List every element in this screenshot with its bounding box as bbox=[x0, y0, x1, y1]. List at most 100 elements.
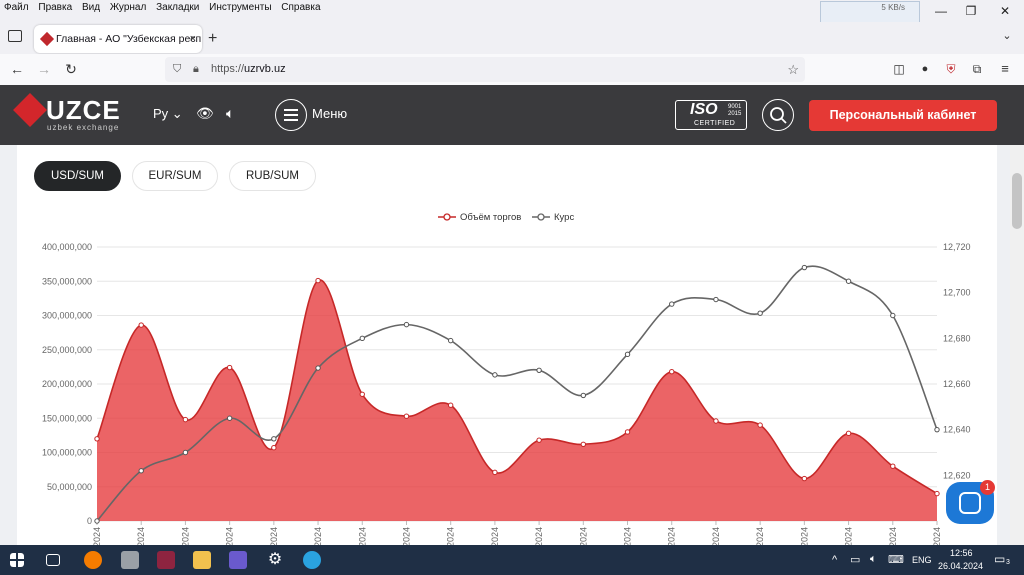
tab-usd-sum[interactable]: USD/SUM bbox=[34, 161, 121, 191]
y-right-tick-label: 12,700 bbox=[943, 288, 971, 298]
rate-point bbox=[315, 365, 321, 371]
new-tab-button[interactable]: + bbox=[208, 30, 218, 47]
rate-point bbox=[492, 372, 498, 378]
tab-list-icon[interactable] bbox=[8, 30, 22, 42]
uzce-logo-icon bbox=[13, 93, 47, 127]
volume-point bbox=[536, 437, 542, 443]
nav-bar: ← → ↻ ⛉ 🔒︎ https://uzrvb.uz ☆ ◫ ● ⛨ ⧉ ≡ bbox=[0, 54, 1024, 85]
y-left-tick-label: 250,000,000 bbox=[42, 345, 92, 355]
y-right-tick-label: 12,640 bbox=[943, 425, 971, 435]
volume-point bbox=[403, 413, 410, 419]
rate-point bbox=[669, 301, 675, 307]
rate-point bbox=[580, 392, 587, 399]
save-taskbar-icon[interactable] bbox=[229, 551, 247, 569]
menu-edit[interactable]: Правка bbox=[38, 2, 73, 13]
site-logo[interactable]: UZCE bbox=[46, 95, 121, 125]
back-button[interactable]: ← bbox=[10, 61, 24, 77]
settings-gear-icon[interactable]: ⚙ bbox=[267, 551, 283, 568]
rate-point bbox=[713, 296, 719, 303]
network-speed-text: 5 KB/s bbox=[881, 3, 905, 12]
telegram-taskbar-icon[interactable] bbox=[303, 551, 321, 569]
page-scrollbar[interactable] bbox=[1010, 145, 1024, 545]
shield-icon[interactable]: ⛉ bbox=[173, 63, 182, 75]
y-left-tick-label: 50,000,000 bbox=[47, 482, 92, 492]
ublock-icon[interactable]: ⛨ bbox=[946, 62, 956, 76]
volume-point bbox=[890, 463, 896, 469]
rate-point bbox=[182, 449, 189, 456]
rate-point bbox=[536, 367, 542, 374]
lock-icon[interactable]: 🔒︎ bbox=[193, 63, 199, 75]
volume-point bbox=[845, 430, 852, 437]
speaker-icon[interactable]: 🔈︎ bbox=[226, 105, 235, 121]
menu-button[interactable] bbox=[275, 99, 307, 131]
volume-point bbox=[492, 469, 498, 476]
x-tick-label: 2024 bbox=[623, 527, 633, 545]
rate-point bbox=[94, 518, 100, 524]
notification-icon[interactable]: ▭ bbox=[994, 552, 1006, 566]
pocket-icon[interactable]: ◫ bbox=[893, 62, 905, 76]
menu-history[interactable]: Журнал bbox=[109, 2, 147, 13]
tray-time[interactable]: 12:56 bbox=[950, 548, 973, 558]
tab-close-icon[interactable]: × bbox=[189, 33, 196, 45]
chevron-down-icon: ⌄ bbox=[171, 106, 183, 121]
address-bar[interactable]: ⛉ 🔒︎ https://uzrvb.uz ☆ bbox=[165, 57, 805, 82]
rate-point bbox=[890, 312, 896, 319]
x-tick-label: 2024 bbox=[269, 527, 279, 545]
extensions-icon[interactable]: ⧉ bbox=[972, 62, 982, 76]
tray-volume-icon[interactable]: 🔈︎ bbox=[870, 553, 877, 565]
menu-label[interactable]: Меню bbox=[312, 106, 348, 121]
rate-point bbox=[934, 426, 940, 433]
language-select[interactable]: Ру ⌄ bbox=[153, 106, 183, 122]
personal-cabinet-button[interactable]: Персональный кабинет bbox=[809, 100, 997, 131]
tray-chevron-up-icon[interactable]: ^ bbox=[832, 554, 838, 566]
rate-point bbox=[359, 335, 365, 342]
rate-point bbox=[624, 351, 631, 358]
menu-bookmarks[interactable]: Закладки bbox=[156, 2, 200, 13]
start-windows-icon[interactable] bbox=[10, 553, 24, 567]
menu-help[interactable]: Справка bbox=[281, 2, 321, 13]
reload-button[interactable]: ↻ bbox=[65, 61, 77, 77]
bookmark-star-icon[interactable]: ☆ bbox=[787, 62, 799, 77]
forward-button[interactable]: → bbox=[37, 61, 51, 77]
site-logo-subtitle: uzbek exchange bbox=[47, 123, 120, 132]
eye-icon[interactable]: 👁︎ bbox=[196, 105, 214, 121]
x-tick-label: 2024 bbox=[313, 527, 323, 545]
search-button[interactable] bbox=[762, 99, 794, 131]
volume-point bbox=[624, 429, 631, 435]
rate-point bbox=[801, 264, 808, 271]
url-host: uzrvb.uz bbox=[244, 63, 286, 75]
x-tick-label: 2024 bbox=[357, 527, 367, 545]
app-menu-icon[interactable]: ≡ bbox=[1001, 61, 1009, 76]
scrollbar-thumb[interactable] bbox=[1012, 173, 1022, 229]
rate-point bbox=[226, 415, 233, 421]
restore-button[interactable]: ❐ bbox=[965, 4, 977, 18]
y-right-tick-label: 12,660 bbox=[943, 379, 971, 389]
x-tick-label: 2024 bbox=[225, 527, 235, 545]
tab-rub-sum[interactable]: RUB/SUM bbox=[229, 161, 316, 191]
close-window-button[interactable]: ✕ bbox=[999, 4, 1011, 18]
url-scheme: https:// bbox=[211, 63, 245, 75]
tab-main[interactable]: Главная - АО "Узбекская респ × bbox=[34, 25, 202, 53]
winrar-taskbar-icon[interactable] bbox=[157, 551, 175, 569]
rate-point bbox=[845, 278, 852, 284]
tray-date[interactable]: 26.04.2024 bbox=[938, 561, 984, 571]
tray-network-icon[interactable]: ▭ bbox=[850, 554, 861, 566]
menu-view[interactable]: Вид bbox=[81, 2, 101, 13]
tray-keyboard-icon[interactable]: ⌨ bbox=[888, 554, 904, 566]
app-taskbar-icon[interactable] bbox=[121, 551, 139, 569]
notification-count: 3 bbox=[1006, 559, 1010, 566]
minimize-button[interactable]: — bbox=[935, 4, 947, 18]
menu-file[interactable]: Файл bbox=[4, 2, 29, 13]
tray-language[interactable]: ENG bbox=[912, 555, 932, 565]
account-icon[interactable]: ● bbox=[921, 63, 929, 75]
list-all-tabs-icon[interactable]: ⌄ bbox=[1002, 30, 1012, 42]
menu-tools[interactable]: Инструменты bbox=[209, 2, 272, 13]
firefox-taskbar-icon[interactable] bbox=[84, 551, 102, 569]
tab-eur-sum[interactable]: EUR/SUM bbox=[132, 161, 218, 191]
file-explorer-taskbar-icon[interactable] bbox=[193, 551, 211, 569]
y-right-tick-label: 12,620 bbox=[943, 470, 971, 480]
legend-label: Курс bbox=[554, 212, 574, 223]
y-left-tick-label: 100,000,000 bbox=[42, 448, 92, 458]
y-left-tick-label: 350,000,000 bbox=[42, 276, 92, 286]
task-view-icon[interactable] bbox=[46, 554, 60, 566]
